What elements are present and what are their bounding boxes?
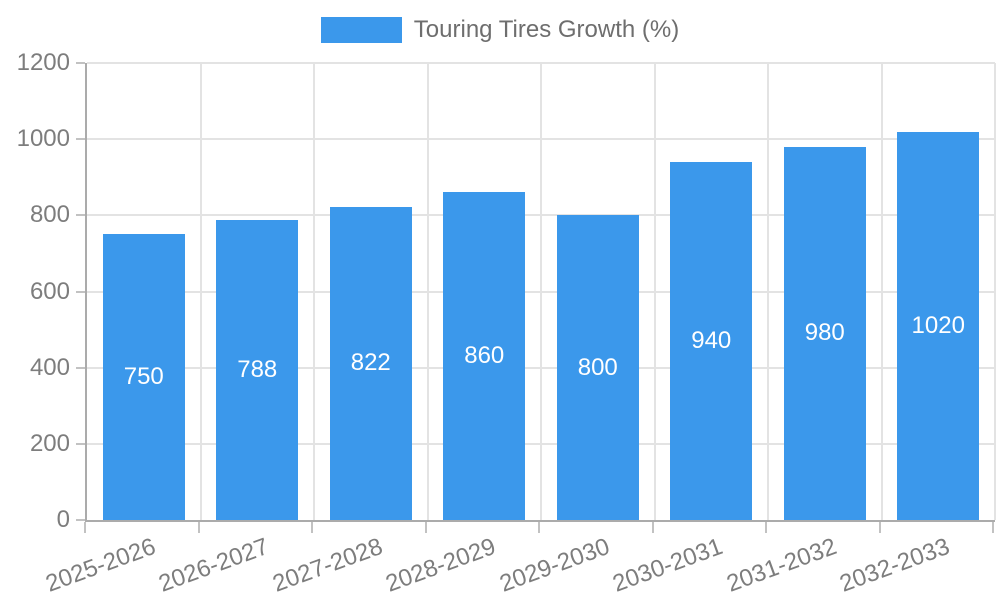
x-tick-mark bbox=[765, 522, 767, 533]
bar-2030-2031[interactable]: 940 bbox=[670, 162, 753, 520]
bar-2027-2028[interactable]: 822 bbox=[329, 206, 412, 520]
x-gridline bbox=[199, 63, 202, 520]
chart-legend: Touring Tires Growth (%) bbox=[0, 16, 1000, 44]
bar-value-label: 750 bbox=[123, 363, 164, 391]
x-tick-mark bbox=[84, 522, 86, 533]
x-tick-mark bbox=[311, 522, 313, 533]
y-tick-mark bbox=[76, 290, 85, 293]
bar-value-label: 940 bbox=[691, 327, 732, 355]
bar-2025-2026[interactable]: 750 bbox=[102, 234, 185, 520]
x-gridline bbox=[994, 63, 996, 520]
bar-value-label: 800 bbox=[577, 353, 618, 381]
x-tick-mark bbox=[992, 522, 994, 533]
bar-2028-2029[interactable]: 860 bbox=[443, 192, 526, 520]
bar-value-label: 1020 bbox=[911, 311, 965, 339]
y-tick-label: 1200 bbox=[16, 49, 70, 76]
legend-item-touring-tires[interactable]: Touring Tires Growth (%) bbox=[320, 16, 680, 44]
plot-area: 750 788 822 860 800 940 980 1020 bbox=[85, 62, 996, 522]
bar-2029-2030[interactable]: 800 bbox=[556, 215, 639, 520]
y-tick-label: 200 bbox=[29, 429, 70, 457]
x-gridline bbox=[767, 63, 769, 520]
x-tick-mark bbox=[197, 522, 200, 533]
bar-value-label: 788 bbox=[237, 355, 278, 383]
bar-value-label: 822 bbox=[350, 349, 391, 377]
y-tick-label: 600 bbox=[29, 277, 70, 305]
x-gridline bbox=[880, 63, 883, 520]
bar-value-label: 860 bbox=[464, 342, 505, 370]
x-gridline bbox=[540, 63, 542, 520]
x-gridline bbox=[313, 63, 315, 520]
y-tick-mark bbox=[76, 442, 85, 445]
x-tick-mark bbox=[538, 522, 540, 533]
y-tick-label: 400 bbox=[29, 353, 70, 381]
y-tick-mark bbox=[76, 138, 85, 141]
x-gridline bbox=[426, 63, 429, 520]
legend-label: Touring Tires Growth (%) bbox=[413, 16, 680, 43]
y-tick-mark bbox=[76, 214, 85, 217]
legend-color-swatch bbox=[320, 17, 402, 43]
bar-2026-2027[interactable]: 788 bbox=[216, 219, 299, 520]
x-tick-mark bbox=[878, 522, 881, 533]
bar-2031-2032[interactable]: 980 bbox=[783, 146, 866, 520]
y-tick-mark bbox=[76, 62, 85, 64]
bar-2032-2033[interactable]: 1020 bbox=[897, 131, 980, 520]
y-tick-label: 1000 bbox=[16, 125, 70, 153]
x-tick-mark bbox=[424, 522, 427, 533]
y-tick-label: 800 bbox=[29, 201, 70, 229]
y-tick-mark bbox=[76, 519, 85, 521]
bar-value-label: 980 bbox=[804, 319, 845, 347]
y-tick-mark bbox=[76, 366, 85, 369]
y-tick-label: 0 bbox=[56, 506, 70, 533]
x-tick-mark bbox=[651, 522, 654, 533]
x-gridline bbox=[653, 63, 656, 520]
